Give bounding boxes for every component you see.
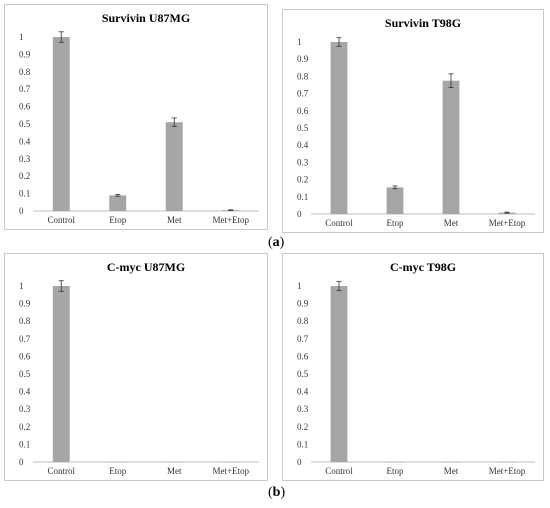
y-tick-label: 0.1 (19, 439, 30, 449)
x-tick-label: Etop (109, 215, 126, 225)
bar-etop (386, 461, 404, 463)
y-tick-label: 0.7 (19, 334, 31, 344)
bar-met (442, 461, 460, 463)
y-tick-label: 1 (297, 37, 302, 47)
error-bar (336, 281, 342, 291)
x-tick-label: Control (47, 215, 75, 225)
bar-control (52, 286, 70, 462)
error-bar (228, 209, 234, 211)
y-tick-label: 0.6 (19, 351, 31, 361)
y-tick-label: 0 (297, 457, 302, 467)
chart-panel-cmyc-u87mg: C-myc U87MG 0 0.1 0.2 0.3 0.4 0.5 0.6 0.7 0.8 0.9 1… (4, 253, 268, 481)
chart-svg: C-myc U87MG 0 0.1 0.2 0.3 0.4 0.5 0.6 0.7 0.8 0.9 1… (19, 260, 259, 476)
bar-met (165, 122, 183, 211)
y-tick-label: 0.4 (297, 387, 309, 397)
bar-etop (386, 187, 404, 214)
y-tick-label: 0.3 (19, 154, 31, 164)
y-tick-label: 0.3 (297, 404, 309, 414)
bar-etop (109, 195, 127, 211)
chart-panel-survivin-t98g: Survivin T98G 0 0.1 0.2 0.3 0.4 0.5 0.6 0.7 0.8 0.… (282, 9, 544, 233)
y-tick-label: 0.9 (297, 299, 309, 309)
error-bar (171, 117, 177, 128)
chart-title: C-myc U87MG (107, 260, 185, 274)
error-bar (336, 37, 342, 47)
error-bar (448, 73, 454, 88)
chart-svg: Survivin U87MG 0 0.1 0.2 0.3 0.4 0.5 0.6 0.7 0.8 0… (19, 11, 259, 225)
y-tick-label: 0.4 (297, 140, 309, 150)
chart-svg: Survivin T98G 0 0.1 0.2 0.3 0.4 0.5 0.6 0.7 0.8 0.… (297, 16, 535, 228)
x-tick-label: Met+Etop (489, 218, 526, 228)
y-tick-label: 0.5 (297, 369, 309, 379)
x-tick-label: Etop (387, 466, 404, 476)
panel-label-a: (a) (268, 235, 285, 250)
chart-title: C-myc T98G (390, 260, 456, 274)
x-tick-label: Etop (109, 466, 126, 476)
y-tick-label: 1 (297, 281, 302, 291)
y-tick-label: 0.1 (297, 439, 308, 449)
y-tick-label: 0.7 (19, 84, 31, 94)
chart-panel-survivin-u87mg: Survivin U87MG 0 0.1 0.2 0.3 0.4 0.5 0.6 0.7 0.8 0… (4, 4, 268, 230)
y-tick-label: 0.6 (297, 106, 309, 116)
y-tick-label: 0.4 (19, 387, 31, 397)
y-tick-label: 0.9 (19, 299, 31, 309)
chart-title: Survivin U87MG (102, 11, 190, 25)
y-tick-label: 0.2 (19, 171, 30, 181)
y-tick-label: 0.2 (297, 175, 308, 185)
bar-control (52, 37, 70, 211)
y-tick-label: 0.9 (19, 49, 31, 59)
x-tick-label: Control (325, 218, 353, 228)
chart-title: Survivin T98G (385, 16, 461, 30)
y-tick-label: 0 (19, 457, 24, 467)
x-tick-label: Etop (387, 218, 404, 228)
y-tick-label: 0.6 (297, 351, 309, 361)
x-tick-label: Control (47, 466, 75, 476)
bar-control (330, 286, 348, 462)
y-tick-label: 0.3 (297, 157, 309, 167)
x-tick-label: Met (444, 218, 459, 228)
error-bar (392, 185, 398, 190)
y-tick-label: 0.5 (297, 123, 309, 133)
bar-met (165, 461, 183, 463)
y-tick-label: 0 (297, 209, 302, 219)
error-bar (58, 31, 64, 43)
x-tick-label: Met+Etop (212, 466, 249, 476)
y-tick-label: 0.7 (297, 334, 309, 344)
y-tick-label: 0.1 (19, 189, 30, 199)
x-tick-label: Met (444, 466, 459, 476)
y-tick-label: 0.7 (297, 89, 309, 99)
y-tick-label: 1 (19, 281, 24, 291)
bar-control (330, 42, 348, 214)
y-tick-label: 0.1 (297, 192, 308, 202)
x-tick-label: Met+Etop (212, 215, 249, 225)
y-tick-label: 0.8 (297, 316, 309, 326)
x-tick-label: Met+Etop (489, 466, 526, 476)
chart-panel-cmyc-t98g: C-myc T98G 0 0.1 0.2 0.3 0.4 0.5 0.6 0.7 0.8 0.9 1 C… (282, 253, 544, 481)
x-tick-label: Met (167, 215, 182, 225)
y-tick-label: 0.2 (19, 422, 30, 432)
error-bar (115, 194, 121, 197)
y-tick-label: 0.5 (19, 369, 31, 379)
y-tick-label: 0.4 (19, 136, 31, 146)
bar-met (442, 80, 460, 214)
y-tick-label: 1 (19, 32, 24, 42)
x-tick-label: Met (167, 466, 182, 476)
chart-svg: C-myc T98G 0 0.1 0.2 0.3 0.4 0.5 0.6 0.7 0.8 0.9 1 C… (297, 260, 535, 476)
y-tick-label: 0.8 (19, 316, 31, 326)
y-tick-label: 0.5 (19, 119, 31, 129)
y-tick-label: 0 (19, 206, 24, 216)
bar-met-etop (498, 461, 516, 463)
x-tick-label: Control (325, 466, 353, 476)
y-tick-label: 0.8 (19, 67, 31, 77)
bar-etop (109, 461, 127, 463)
y-tick-label: 0.8 (297, 71, 309, 81)
bar-met-etop (222, 461, 240, 463)
y-tick-label: 0.2 (297, 422, 308, 432)
y-tick-label: 0.6 (19, 102, 31, 112)
error-bar (504, 211, 510, 214)
error-bar (58, 280, 64, 292)
panel-label-b: (b) (268, 485, 286, 500)
y-tick-label: 0.9 (297, 54, 309, 64)
y-tick-label: 0.3 (19, 404, 31, 414)
